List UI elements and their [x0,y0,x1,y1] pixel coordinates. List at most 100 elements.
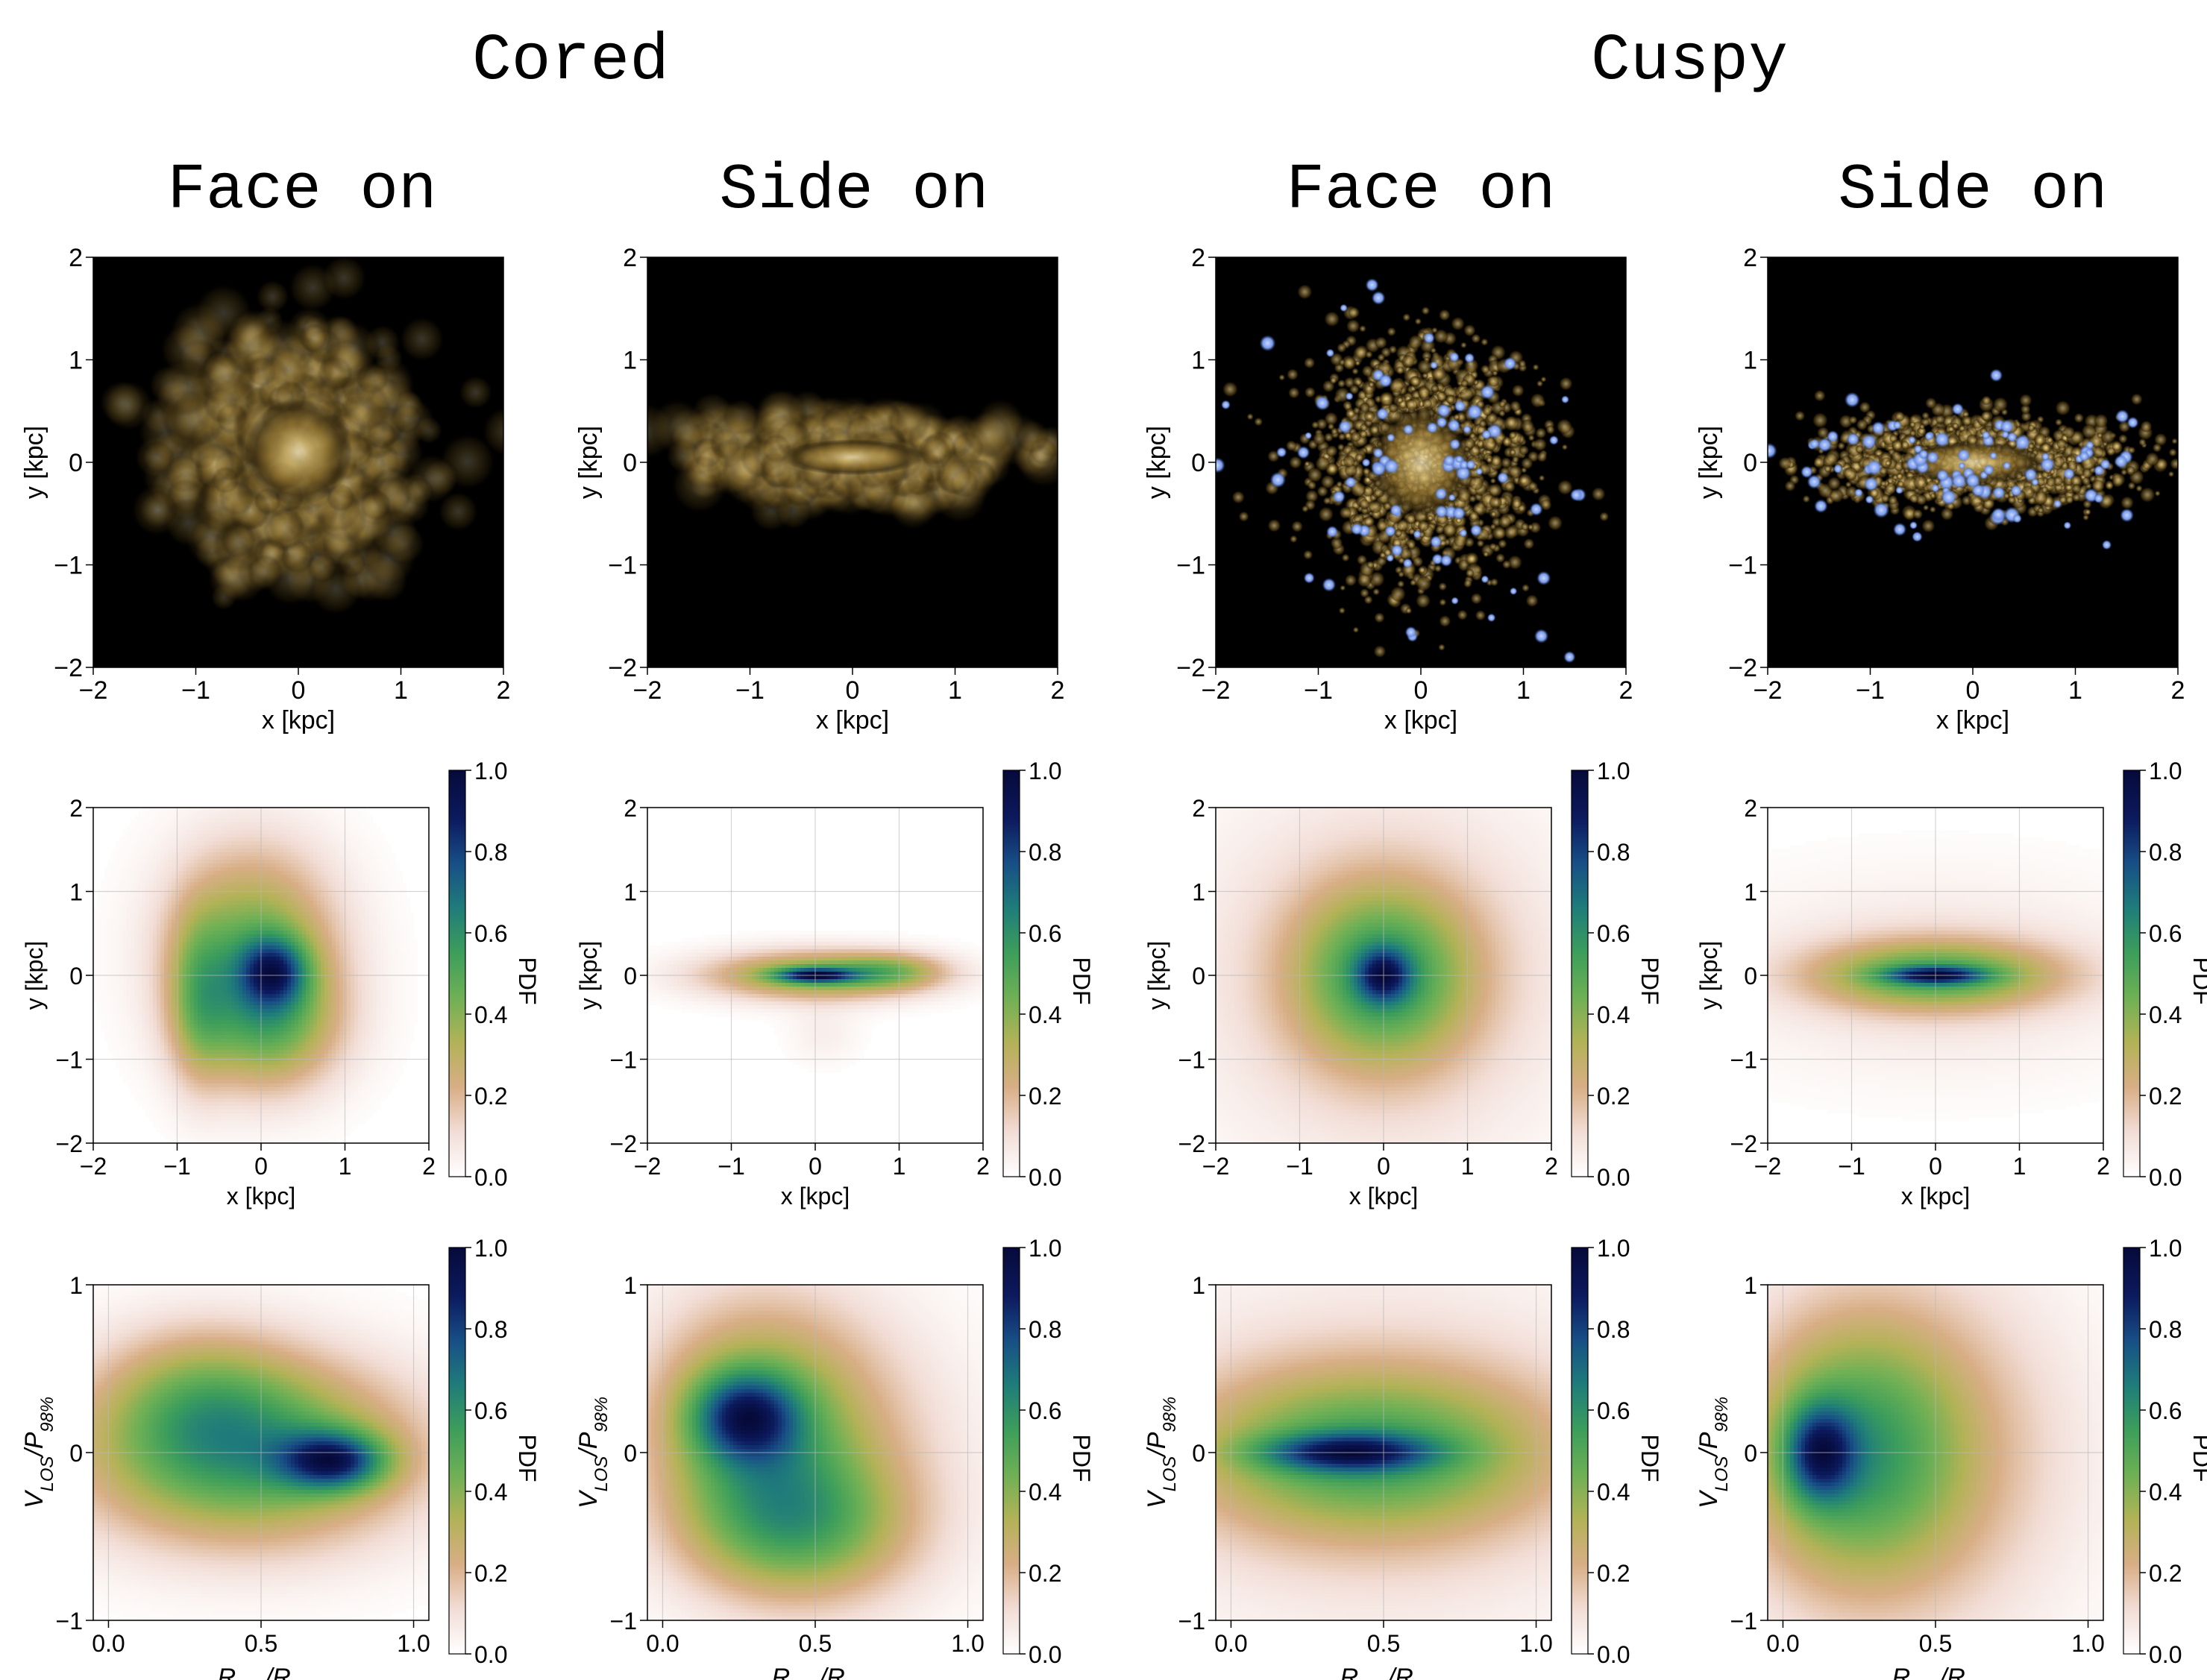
blue-cluster [1908,436,1916,444]
star-particle [1521,419,1535,433]
y-tick-label: 2 [623,244,637,272]
pdf-cell [306,811,310,816]
pdf-cell [358,808,362,812]
pdf-cell [365,819,370,823]
star-particle [1365,350,1372,358]
pdf-cell [183,834,187,838]
star-particle [1475,610,1486,621]
subheader-cored-face-on: Face on [167,154,436,227]
pdf-cell [298,815,303,819]
pdf-cell [227,826,232,831]
star-particle [1368,500,1382,514]
pdf-cell [324,826,329,831]
star-particle [1363,411,1375,423]
pdf-cell [276,811,280,816]
star-particle [1843,467,1857,481]
blue-cluster [1463,425,1471,433]
pdf-cell [336,826,340,831]
star-particle [1483,406,1493,416]
pdf-cell [220,834,225,838]
x-tick-label: 1 [2068,676,2082,705]
pdf-cell [220,822,225,827]
pdf-cell [201,830,206,834]
star-particle [256,280,290,314]
pdf-cell [134,826,139,831]
star-particle [1343,400,1353,411]
pdf-cell [213,815,217,819]
pdf-cell [149,808,154,812]
pdf-cell [310,808,314,812]
star-particle [1921,412,1930,420]
x-tick-label: −2 [79,676,108,705]
blue-cluster [1270,472,1286,488]
star-particle [1992,397,2008,412]
pdf-cell [172,822,176,827]
star-particle [1489,523,1496,530]
star-particle [1231,491,1245,504]
pdf-cell [235,819,239,823]
blue-cluster [1951,473,1967,488]
pdf-cell [153,808,157,812]
pdf-cell [205,808,210,812]
star-particle [1325,445,1337,457]
pdf-cell [254,808,258,812]
pdf-cell [373,822,377,827]
pdf-cell [362,822,366,827]
blue-cluster [1991,508,2005,521]
pdf-cell [216,826,221,831]
pdf-cell [269,819,273,823]
x-axis-label: x [kpc] [816,706,889,734]
pdf-cell [283,815,288,819]
blue-cluster [1965,473,1981,488]
blue-cluster [1362,458,1371,467]
blue-cluster [1315,396,1330,411]
pdf-cell [213,808,217,812]
pdf-cell [145,815,150,819]
pdf-cell [224,811,228,816]
pdf-cell [336,830,340,834]
pdf-cell [283,830,288,834]
blue-cluster [1833,464,1843,474]
subheader-cuspy-face-on: Face on [1286,154,1555,227]
star-particle [1521,457,1533,470]
pdf-cell [157,830,161,834]
star-particle [1548,515,1563,531]
blue-cluster [1530,503,1543,516]
pdf-cell [227,822,232,827]
pdf-cell [295,826,299,831]
y-axis-label: y [kpc] [1695,426,1723,499]
pdf-cell [298,819,303,823]
star-particle [1813,457,1825,469]
pdf-cell [269,822,273,827]
pdf-cell [160,822,165,827]
y-tick-label: 0 [69,449,83,477]
star-particle [1921,519,1936,533]
pdf-cell [142,834,146,838]
star-particle [1409,376,1420,387]
star-particle [1302,506,1309,513]
pdf-cell [242,834,247,838]
star-particle [1318,506,1334,522]
blue-cluster [1951,403,1963,415]
star-particle [1439,599,1446,606]
star-particle [342,382,391,431]
pdf-cell [216,822,221,827]
pdf-cell [168,822,172,827]
star-particle [1350,431,1361,442]
star-particle [1909,494,1919,504]
subheader-cuspy-side-on: Side on [1838,154,2107,227]
pdf-cell [306,826,310,831]
pdf-cell [194,815,198,819]
pdf-cell [351,815,355,819]
pdf-cell [160,815,165,819]
pdf-cell [317,822,321,827]
pdf-cell [242,822,247,827]
pdf-cell [377,826,381,831]
pdf-cell [272,815,277,819]
star-particle [1884,482,1897,495]
pdf-cell [198,826,202,831]
blue-cluster [1345,476,1357,488]
